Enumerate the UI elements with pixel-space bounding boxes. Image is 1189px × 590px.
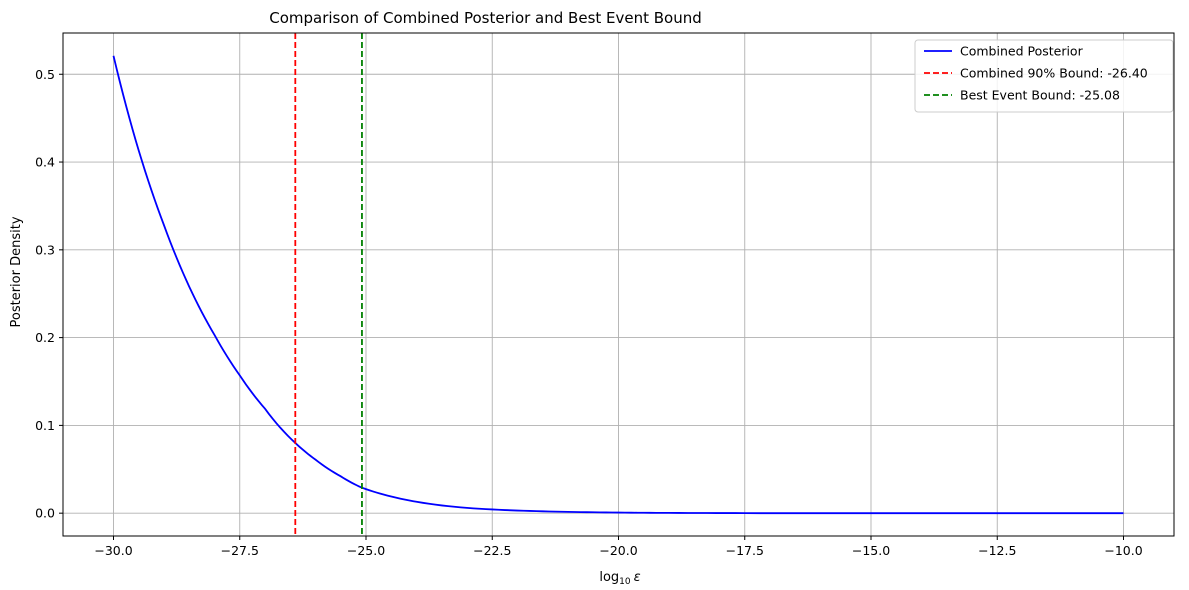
x-axis-label-base: log <box>599 570 619 585</box>
plot-lines <box>112 33 1124 536</box>
x-axis-label: log10 ε <box>599 570 640 587</box>
x-axis-label-subscript: 10 <box>619 577 631 587</box>
legend-label-combined-bound: Combined 90% Bound: -26.40 <box>960 66 1148 81</box>
x-tick-label: −25.0 <box>347 543 385 558</box>
legend-label-posterior: Combined Posterior <box>960 44 1084 59</box>
x-axis-label-variable: ε <box>634 570 641 585</box>
x-tick-label: −17.5 <box>726 543 764 558</box>
y-tick-label: 0.3 <box>35 242 55 257</box>
legend-box <box>914 39 1174 113</box>
y-tick-label: 0.4 <box>35 155 55 170</box>
chart-title: Comparison of Combined Posterior and Bes… <box>269 9 702 27</box>
y-axis-label: Posterior Density <box>9 216 24 327</box>
legend-label-best-event-bound: Best Event Bound: -25.08 <box>960 88 1120 103</box>
y-tick-label: 0.2 <box>35 330 55 345</box>
x-tick-label: −12.5 <box>978 543 1016 558</box>
y-tick-label: 0.1 <box>35 418 55 433</box>
y-ticks: 0.0 0.1 0.2 0.3 0.4 0.5 <box>35 67 63 521</box>
series-combined-posterior <box>112 55 1124 515</box>
legend: Combined Posterior Combined 90% Bound: -… <box>914 39 1174 113</box>
x-tick-label: −30.0 <box>94 543 132 558</box>
x-tick-label: −15.0 <box>852 543 890 558</box>
y-tick-label: 0.5 <box>35 67 55 82</box>
x-tick-label: −27.5 <box>221 543 259 558</box>
x-tick-label: −22.5 <box>473 543 511 558</box>
y-tick-label: 0.0 <box>35 506 55 521</box>
x-tick-label: −20.0 <box>599 543 637 558</box>
x-tick-label: −10.0 <box>1104 543 1142 558</box>
x-ticks: −30.0 −27.5 −25.0 −22.5 −20.0 −17.5 −15.0 −12.5… <box>94 536 1143 558</box>
